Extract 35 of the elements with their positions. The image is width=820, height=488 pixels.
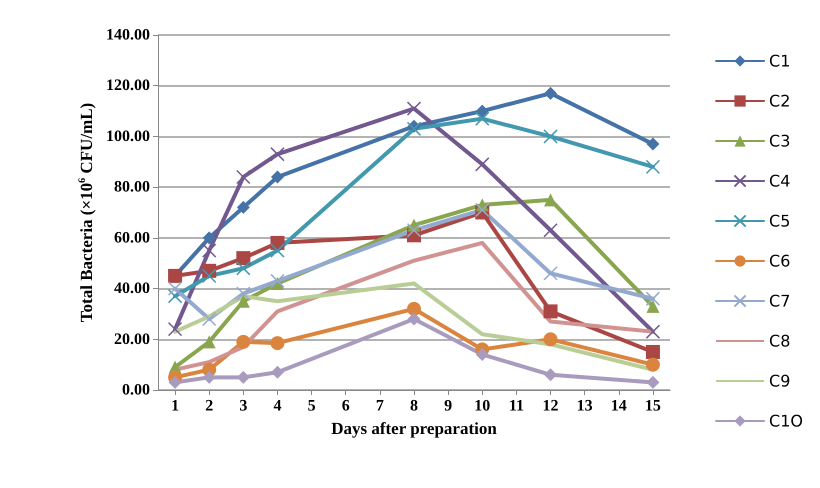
legend-label: C1O [769, 412, 804, 430]
legend-label: C3 [769, 132, 790, 150]
y-tick-label: 0.00 [122, 382, 150, 398]
legend-label: C9 [769, 372, 790, 390]
y-tick-label: 80.00 [114, 178, 150, 196]
x-tick-label: 10 [474, 398, 490, 414]
legend-label: C4 [769, 172, 790, 190]
legend-label: C1 [769, 52, 790, 70]
x-tick-label: 15 [644, 398, 661, 414]
legend-label: C6 [769, 252, 790, 270]
x-tick-label: 11 [508, 398, 524, 414]
legend-label: C7 [769, 292, 790, 310]
legend-label: C8 [769, 332, 790, 350]
x-tick-label: 7 [376, 398, 384, 414]
x-tick-label: 4 [273, 398, 282, 414]
x-tick-label: 8 [410, 398, 418, 414]
legend-label: C5 [769, 212, 790, 230]
x-tick-label: 9 [444, 398, 452, 414]
y-tick-label: 20.00 [114, 330, 150, 348]
x-tick-label: 2 [205, 398, 214, 414]
x-tick-label: 14 [610, 398, 627, 414]
x-tick-label: 6 [342, 398, 350, 414]
y-tick-label: 140.00 [106, 26, 150, 44]
x-tick-label: 3 [239, 398, 248, 414]
y-tick-label: 100.00 [106, 128, 150, 145]
y-tick-label: 40.00 [114, 280, 150, 298]
x-axis-title: Days after preparation [331, 419, 498, 438]
x-tick-label: 13 [576, 398, 593, 414]
y-tick-label: 60.00 [114, 229, 150, 246]
y-tick-label: 120.00 [106, 77, 150, 94]
x-tick-label: 12 [542, 398, 559, 414]
x-tick-label: 5 [308, 398, 316, 414]
legend-label: C2 [769, 92, 790, 110]
y-axis-title: Total Bacteria (×106 CFU/mL) [77, 102, 96, 322]
x-tick-label: 1 [171, 398, 180, 414]
